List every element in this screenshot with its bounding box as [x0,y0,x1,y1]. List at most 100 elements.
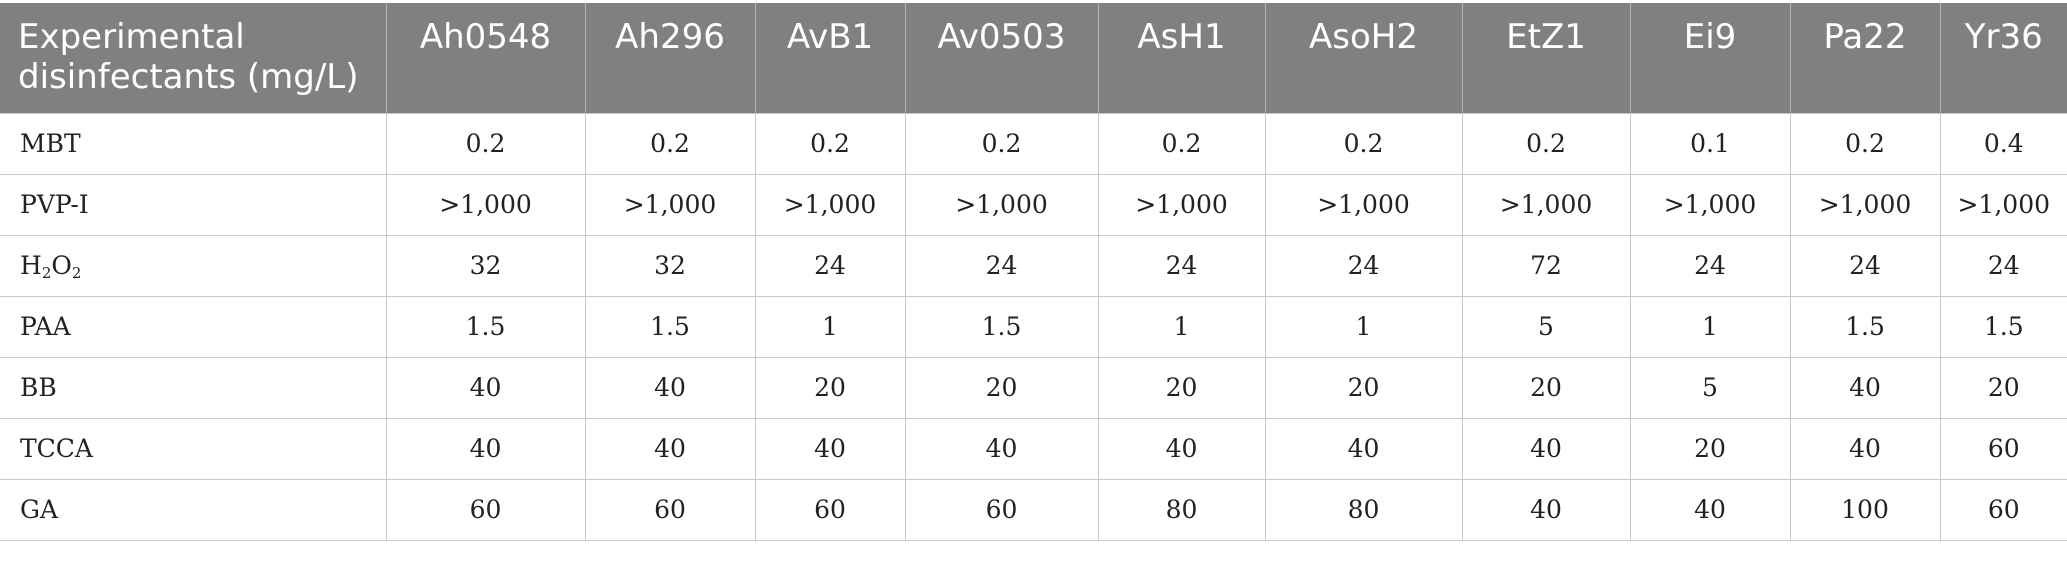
table-cell: >1,000 [1789,173,1941,236]
table-cell: 100 [1789,478,1941,541]
table-cell: 40 [1461,478,1631,541]
table-cell: 1 [1629,295,1791,358]
table-cell: 1.5 [1939,295,2067,358]
table-cell: 0.2 [584,112,756,175]
table-cell: 24 [754,234,906,297]
row-label: MBT [0,112,387,175]
header-strain: Yr36 [1939,3,2067,113]
table-cell: 80 [1097,478,1266,541]
header-strain: Ah296 [584,3,756,113]
row-label-part: O [51,251,72,280]
table-cell: 24 [1097,234,1266,297]
table-row: MBT 0.2 0.2 0.2 0.2 0.2 0.2 0.2 0.1 0.2 … [0,112,2067,175]
table-cell: 40 [1629,478,1791,541]
table-cell: 24 [1264,234,1463,297]
header-strain: Ah0548 [385,3,586,113]
table-cell: 40 [385,417,586,480]
table-cell: 20 [1461,356,1631,419]
table-row: TCCA 40 40 40 40 40 40 40 20 40 60 [0,417,2067,480]
table-cell: >1,000 [385,173,586,236]
table-cell: 20 [1629,417,1791,480]
table-cell: 1 [1264,295,1463,358]
table-cell: 60 [385,478,586,541]
header-disinfectants: Experimental disinfectants (mg/L) [0,3,387,113]
table-cell: 40 [584,417,756,480]
table-cell: >1,000 [584,173,756,236]
table-cell: 40 [754,417,906,480]
table-row: PAA 1.5 1.5 1 1.5 1 1 5 1 1.5 1.5 [0,295,2067,358]
table-cell: 40 [1461,417,1631,480]
table-cell: >1,000 [1461,173,1631,236]
row-label: H2O2 [0,234,387,297]
table-cell: 20 [754,356,906,419]
table-cell: 20 [1939,356,2067,419]
header-strain: AvB1 [754,3,906,113]
table-cell: 60 [754,478,906,541]
table-cell: 1 [754,295,906,358]
header-strain: Ei9 [1629,3,1791,113]
table-cell: 60 [1939,478,2067,541]
table-cell: 20 [1097,356,1266,419]
table-cell: 0.2 [385,112,586,175]
table-cell: 20 [904,356,1099,419]
table-cell: 60 [904,478,1099,541]
table-cell: >1,000 [904,173,1099,236]
table-cell: 0.2 [1097,112,1266,175]
table-cell: 40 [1264,417,1463,480]
table-cell: 0.4 [1939,112,2067,175]
header-strain: EtZ1 [1461,3,1631,113]
table-row: GA 60 60 60 60 80 80 40 40 100 60 [0,478,2067,541]
header-strain: Pa22 [1789,3,1941,113]
table-cell: 5 [1629,356,1791,419]
row-label-subscript: 2 [71,264,82,282]
mic-table: Experimental disinfectants (mg/L) Ah0548… [0,3,2067,541]
table-cell: 1.5 [584,295,756,358]
table-row: H2O2 32 32 24 24 24 24 72 24 24 24 [0,234,2067,297]
row-label-part: H [20,251,42,280]
table-cell: 32 [584,234,756,297]
table-cell: 40 [385,356,586,419]
table-cell: 0.1 [1629,112,1791,175]
table-cell: 40 [1097,417,1266,480]
table-cell: 40 [584,356,756,419]
table-cell: 72 [1461,234,1631,297]
row-label-subscript: 2 [41,264,52,282]
table-cell: 24 [1629,234,1791,297]
table-cell: 20 [1264,356,1463,419]
table-cell: 24 [1789,234,1941,297]
table-cell: >1,000 [1939,173,2067,236]
table-cell: 0.2 [754,112,906,175]
row-label: TCCA [0,417,387,480]
table-cell: 80 [1264,478,1463,541]
table-cell: >1,000 [754,173,906,236]
table-cell: 0.2 [1461,112,1631,175]
table-cell: 32 [385,234,586,297]
table-cell: 0.2 [1264,112,1463,175]
row-label: BB [0,356,387,419]
table-cell: 1.5 [385,295,586,358]
table-row: BB 40 40 20 20 20 20 20 5 40 20 [0,356,2067,419]
table-cell: >1,000 [1264,173,1463,236]
table-cell: 40 [1789,356,1941,419]
table-cell: 40 [904,417,1099,480]
header-strain: AsH1 [1097,3,1266,113]
table-cell: 24 [1939,234,2067,297]
table-cell: 60 [1939,417,2067,480]
table-container: Experimental disinfectants (mg/L) Ah0548… [0,3,2067,541]
table-cell: >1,000 [1097,173,1266,236]
row-label: GA [0,478,387,541]
table-cell: 60 [584,478,756,541]
table-cell: 1.5 [1789,295,1941,358]
table-cell: 1 [1097,295,1266,358]
table-cell: >1,000 [1629,173,1791,236]
header-strain: Av0503 [904,3,1099,113]
header-strain: AsoH2 [1264,3,1463,113]
row-label: PVP-I [0,173,387,236]
table-row: PVP-I >1,000 >1,000 >1,000 >1,000 >1,000… [0,173,2067,236]
table-cell: 24 [904,234,1099,297]
table-cell: 5 [1461,295,1631,358]
row-label: PAA [0,295,387,358]
table-cell: 0.2 [1789,112,1941,175]
table-cell: 0.2 [904,112,1099,175]
table-cell: 1.5 [904,295,1099,358]
